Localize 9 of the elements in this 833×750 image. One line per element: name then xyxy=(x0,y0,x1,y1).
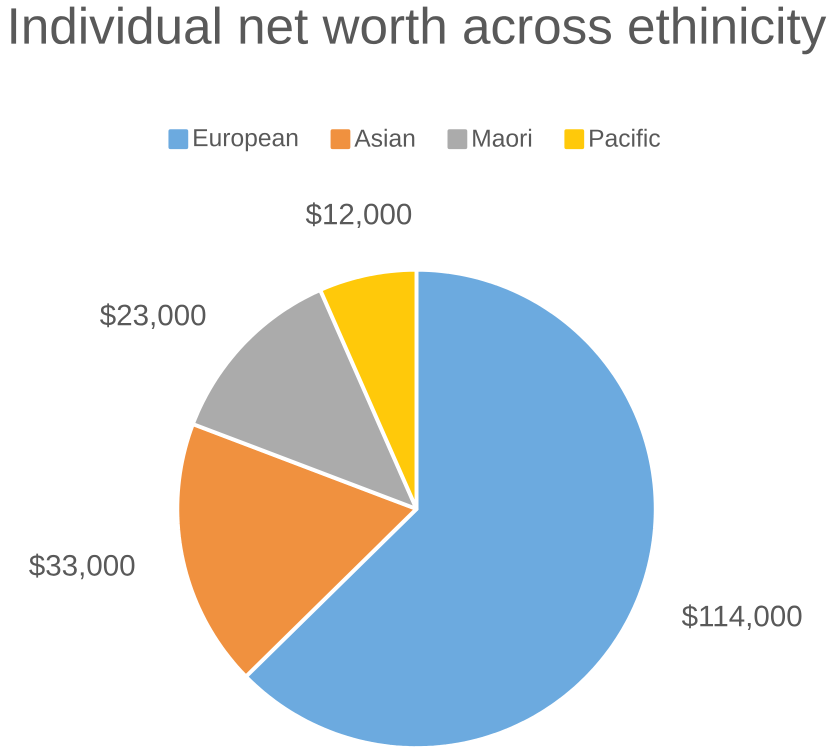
data-label: $33,000 xyxy=(29,554,134,580)
data-label: $114,000 xyxy=(682,604,802,630)
data-label: $12,000 xyxy=(306,202,412,228)
legend-label: Maori xyxy=(473,128,532,147)
legend-label: Asian xyxy=(354,128,414,147)
chart-title: Individual net worth across ethinicity xyxy=(11,6,826,54)
data-label: $23,000 xyxy=(100,303,206,329)
legend-label: Pacific xyxy=(590,128,660,147)
legend-label: European xyxy=(194,129,298,152)
